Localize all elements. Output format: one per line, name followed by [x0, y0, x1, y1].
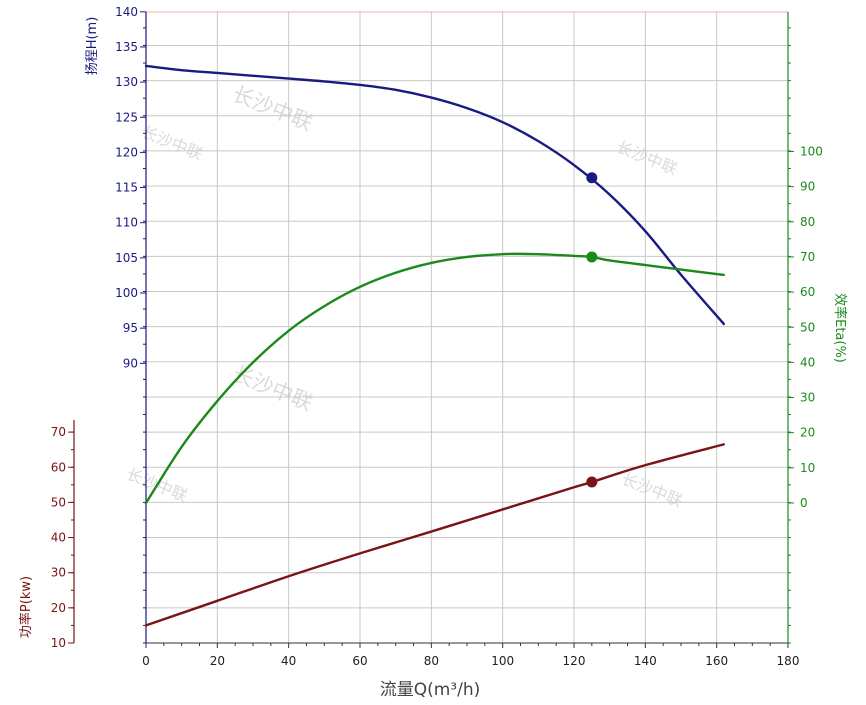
- grid: [146, 11, 789, 644]
- efficiency-tick-label-10: 100: [800, 145, 823, 159]
- power-axis-title: 功率P(kw): [18, 576, 34, 638]
- head-tick-label-8: 130: [115, 75, 138, 89]
- x-tick-label-7: 140: [634, 654, 657, 668]
- efficiency-tick-label-2: 20: [800, 426, 815, 440]
- head-tick-label-4: 110: [115, 216, 138, 230]
- watermark-3: 长沙中联: [229, 362, 316, 416]
- efficiency-tick-label-6: 60: [800, 285, 815, 299]
- efficiency-tick-label-8: 80: [800, 215, 815, 229]
- efficiency-tick-label-9: 90: [800, 180, 815, 194]
- x-tick-label-2: 40: [281, 654, 296, 668]
- watermark-5: 长沙中联: [619, 469, 685, 511]
- power-tick-label-0: 10: [51, 636, 66, 650]
- head-tick-label-7: 125: [115, 110, 138, 124]
- efficiency-tick-label-3: 30: [800, 391, 815, 405]
- x-tick-label-5: 100: [491, 654, 514, 668]
- efficiency-tick-label-7: 70: [800, 250, 815, 264]
- efficiency-tick-label-4: 40: [800, 355, 815, 369]
- efficiency-tick-label-1: 10: [800, 461, 815, 475]
- head-tick-label-6: 120: [115, 145, 138, 159]
- power-operating-point: [586, 476, 598, 488]
- efficiency-tick-label-0: 0: [800, 496, 808, 510]
- power-tick-label-2: 30: [51, 566, 66, 580]
- operating-points: [586, 172, 598, 488]
- power-tick-label-4: 50: [51, 495, 66, 509]
- efficiency-tick-label-5: 50: [800, 320, 815, 334]
- power-tick-label-5: 60: [51, 460, 66, 474]
- efficiency-operating-point: [586, 251, 598, 263]
- x-tick-label-1: 20: [210, 654, 225, 668]
- efficiency-axis-title: 效率Eta(%): [832, 293, 848, 363]
- power-tick-label-3: 40: [51, 531, 66, 545]
- power-tick-label-1: 20: [51, 601, 66, 615]
- x-tick-label-3: 60: [352, 654, 367, 668]
- x-tick-label-4: 80: [424, 654, 439, 668]
- x-tick-label-9: 180: [777, 654, 800, 668]
- head-tick-label-2: 100: [115, 286, 138, 300]
- head-tick-label-5: 115: [115, 181, 138, 195]
- power-tick-label-6: 70: [51, 425, 66, 439]
- head-operating-point: [586, 172, 598, 184]
- head-tick-label-10: 140: [115, 5, 138, 19]
- head-tick-label-1: 95: [123, 321, 138, 335]
- watermark-1: 长沙中联: [139, 122, 205, 164]
- head-tick-label-9: 135: [115, 40, 138, 54]
- head-tick-label-3: 105: [115, 251, 138, 265]
- x-tick-label-8: 160: [705, 654, 728, 668]
- axes: 0 20 40 60 80 100 120 140 160 1809095100105110115…: [51, 5, 823, 668]
- x-axis-title: 流量Q(m³/h): [380, 680, 481, 700]
- x-tick-label-6: 120: [563, 654, 586, 668]
- watermark-2: 长沙中联: [614, 137, 680, 179]
- efficiency-curve: [144, 252, 725, 505]
- watermark-0: 长沙中联: [229, 82, 316, 136]
- power-curve: [144, 443, 725, 627]
- curves: [144, 64, 725, 627]
- head-tick-label-0: 90: [123, 356, 138, 370]
- head-curve: [144, 64, 725, 326]
- x-tick-label-0: 0: [142, 654, 150, 668]
- axis-titles: 扬程H(m) 功率P(kw) 效率Eta(%) 流量Q(m³/h): [18, 17, 848, 700]
- head-axis-title: 扬程H(m): [85, 17, 100, 76]
